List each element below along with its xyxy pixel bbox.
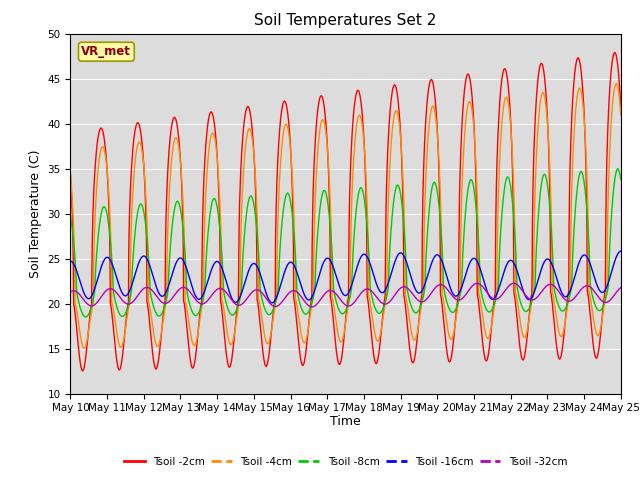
Text: VR_met: VR_met: [81, 45, 131, 58]
Legend: Tsoil -2cm, Tsoil -4cm, Tsoil -8cm, Tsoil -16cm, Tsoil -32cm: Tsoil -2cm, Tsoil -4cm, Tsoil -8cm, Tsoi…: [120, 453, 572, 471]
X-axis label: Time: Time: [330, 415, 361, 428]
Title: Soil Temperatures Set 2: Soil Temperatures Set 2: [255, 13, 436, 28]
Y-axis label: Soil Temperature (C): Soil Temperature (C): [29, 149, 42, 278]
